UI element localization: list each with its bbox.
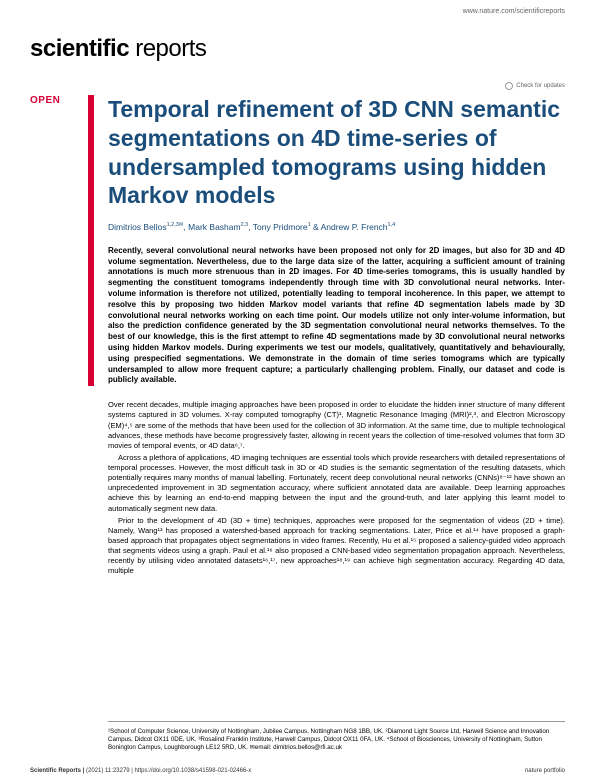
footer-left: Scientific Reports | (2021) 11:23279 | h… [30, 768, 251, 774]
body-text: Over recent decades, multiple imaging ap… [108, 400, 565, 576]
footer-doi: (2021) 11:23279 | https://doi.org/10.103… [86, 768, 251, 774]
main-content: OPEN Temporal refinement of 3D CNN seman… [30, 95, 565, 578]
brand-bold: scientific [30, 35, 129, 62]
authors-line: Dimitrios Bellos1,2,3✉, Mark Basham2,3, … [108, 222, 565, 234]
footer: Scientific Reports | (2021) 11:23279 | h… [30, 768, 565, 774]
body-paragraph: Across a plethora of applications, 4D im… [108, 453, 565, 514]
title-block: Temporal refinement of 3D CNN semantic s… [88, 95, 565, 386]
brand-light: reports [129, 35, 206, 62]
check-updates-badge[interactable]: Check for updates [505, 82, 565, 90]
footer-publisher: nature portfolio [525, 768, 565, 774]
affiliations: ¹School of Computer Science, University … [108, 721, 565, 752]
journal-brand: scientific reports [30, 35, 206, 63]
article-title: Temporal refinement of 3D CNN semantic s… [108, 95, 565, 210]
body-paragraph: Prior to the development of 4D (3D + tim… [108, 516, 565, 577]
header-url: www.nature.com/scientificreports [463, 8, 565, 15]
footer-pub: Scientific Reports | [30, 768, 84, 774]
abstract: Recently, several convolutional neural n… [108, 246, 565, 386]
check-updates-label: Check for updates [516, 83, 565, 89]
body-paragraph: Over recent decades, multiple imaging ap… [108, 400, 565, 451]
open-access-badge: OPEN [30, 95, 60, 106]
footer-right: nature portfolio [525, 768, 565, 774]
check-updates-icon [505, 82, 513, 90]
